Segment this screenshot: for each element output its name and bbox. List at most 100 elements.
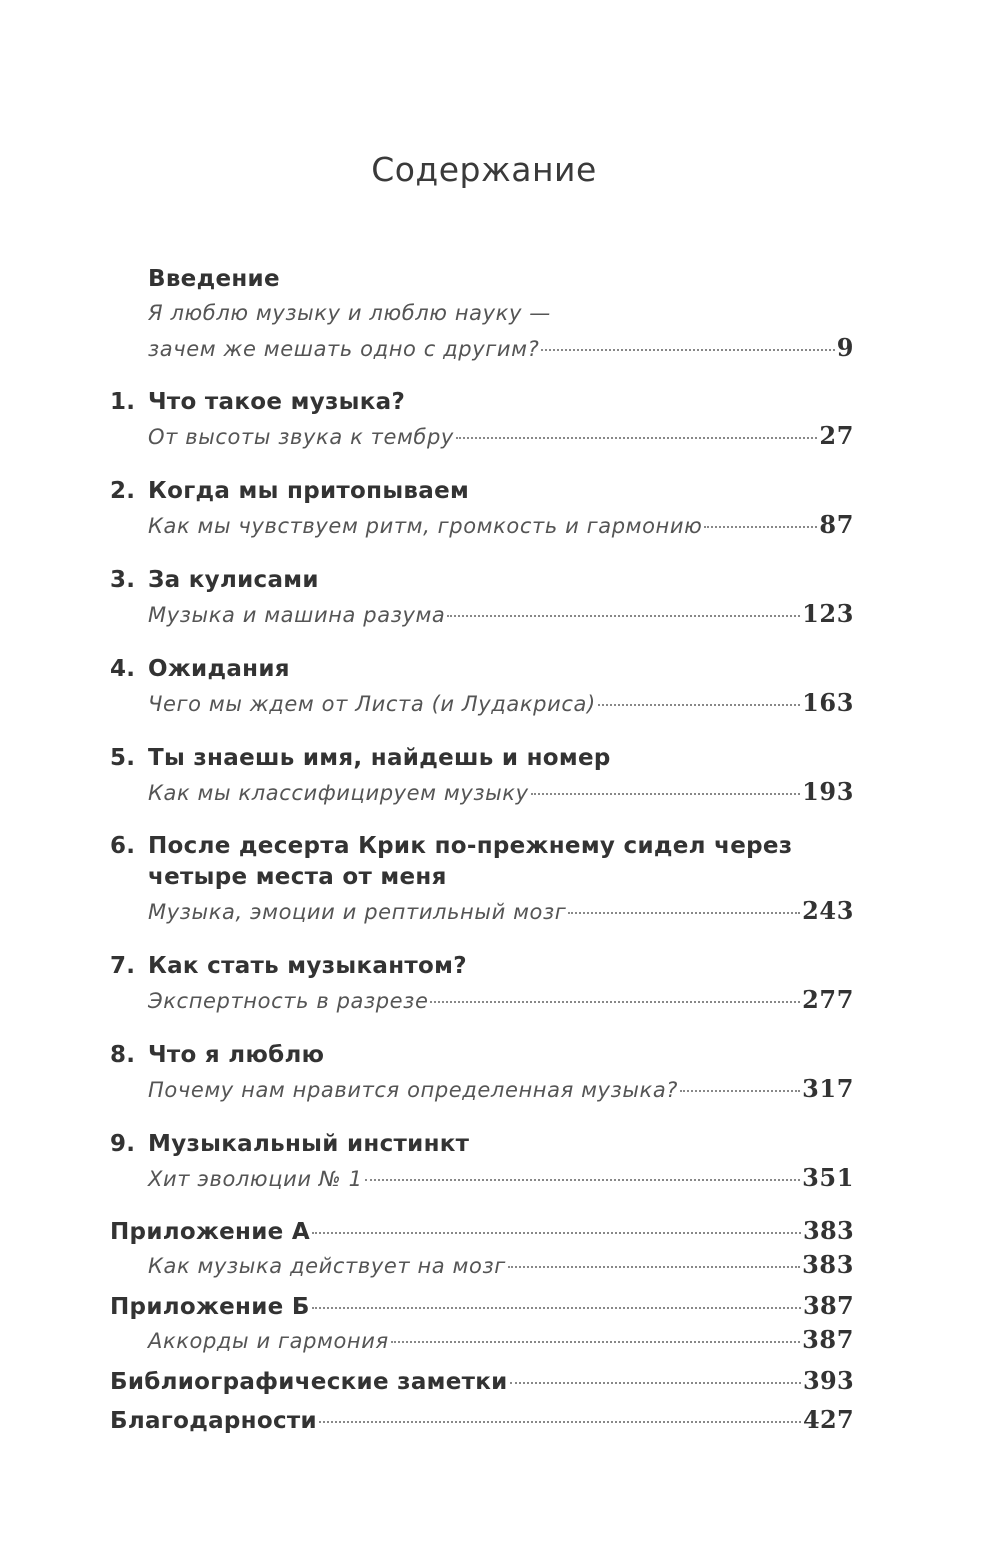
appendix-subtitle: Аккорды и гармония 387 [110,1322,854,1358]
chapter-subtitle: Почему нам нравится определенная музыка?… [110,1071,854,1107]
leader-dots [680,1090,801,1092]
subtitle-text: Как мы чувствуем ритм, громкость и гармо… [148,514,703,538]
page-number: 243 [802,896,854,925]
toc-entry[interactable]: 1. Что такое музыка? От высоты звука к тем… [110,386,854,454]
appendix-subtitle: Как музыка действует на мозг 383 [110,1247,854,1283]
leader-dots [364,1179,801,1181]
chapter-title: Когда мы притопываем [148,478,470,504]
appendix-heading[interactable]: Библиографические заметки 393 [110,1365,854,1397]
page-number: 9 [836,333,854,362]
chapter-heading[interactable]: Введение [110,263,854,295]
chapter-subtitle: Чего мы ждем от Листа (и Лудакриса) 163 [110,685,854,721]
toc-appendix[interactable]: Приложение А 383 Как музыка действует на м… [110,1215,854,1283]
toc-entry[interactable]: Введение Я люблю музыку и люблю науку — за… [110,263,854,364]
chapter-number: 6. [110,833,136,859]
leader-dots [509,1382,801,1384]
chapter-subtitle: Как мы чувствуем ритм, громкость и гармо… [110,507,854,543]
appendix-heading[interactable]: Приложение Б 387 [110,1290,854,1322]
page-number: 387 [802,1325,854,1354]
appendix-heading[interactable]: Приложение А 383 [110,1215,854,1247]
subtitle-text: Хит эволюции № 1 [148,1167,363,1191]
chapter-title: Введение [148,266,280,292]
subtitle-text: Чего мы ждем от Листа (и Лудакриса) [148,692,596,716]
page-number: 123 [802,599,854,628]
leader-dots [597,704,801,706]
chapter-heading[interactable]: 2. Когда мы притопываем [110,475,854,507]
table-of-contents: Введение Я люблю музыку и люблю науку — за… [110,263,854,1443]
chapter-heading[interactable]: 7. Как стать музыкантом? [110,950,854,982]
appendix-title: Библиографические заметки [110,1369,508,1395]
subtitle-text: Как музыка действует на мозг [148,1254,506,1278]
toc-appendix[interactable]: Благодарности 427 [110,1404,854,1436]
leader-dots [311,1232,801,1234]
chapter-number: 4. [110,656,136,682]
leader-dots [568,912,801,914]
chapter-subtitle: Экспертность в разрезе 277 [110,982,854,1018]
chapter-heading[interactable]: 6. После десерта Крик по-прежнему сидел ч… [110,831,854,893]
leader-dots [530,793,801,795]
chapter-heading[interactable]: 5. Ты знаешь имя, найдешь и номер [110,742,854,774]
leader-dots [704,526,818,528]
chapter-number: 2. [110,478,136,504]
page-number: 317 [802,1074,854,1103]
chapter-title: После десерта Крик по-прежнему сидел чер… [148,833,793,890]
leader-dots [430,1001,801,1003]
chapter-title: Что такое музыка? [148,389,406,415]
leader-dots [507,1266,801,1268]
page-number: 383 [802,1250,854,1279]
leader-dots [390,1341,801,1343]
appendix-heading[interactable]: Благодарности 427 [110,1404,854,1436]
chapter-number: 5. [110,745,136,771]
toc-entry[interactable]: 5. Ты знаешь имя, найдешь и номер Как мы к… [110,742,854,810]
chapter-subtitle: Хит эволюции № 1 351 [110,1160,854,1196]
chapter-subtitle: От высоты звука к тембру 27 [110,418,854,454]
page-title: Содержание [371,150,597,189]
appendix-title: Благодарности [110,1408,317,1434]
page-number: 387 [803,1291,854,1320]
chapter-title: За кулисами [148,567,319,593]
toc-entry[interactable]: 6. После десерта Крик по-прежнему сидел ч… [110,831,854,929]
subtitle-text: Экспертность в разрезе [148,989,429,1013]
toc-entry[interactable]: 8. Что я люблю Почему нам нравится определ… [110,1039,854,1107]
chapter-heading[interactable]: 8. Что я люблю [110,1039,854,1071]
chapter-number: 8. [110,1042,136,1068]
toc-entry[interactable]: 9. Музыкальный инстинкт Хит эволюции № 1 35… [110,1128,854,1196]
chapter-heading[interactable]: 1. Что такое музыка? [110,386,854,418]
page-number: 427 [803,1405,854,1434]
chapter-title: Как стать музыкантом? [148,953,467,979]
chapter-subtitle: Музыка и машина разума 123 [110,596,854,632]
page-number: 27 [819,421,854,450]
toc-entry[interactable]: 2. Когда мы притопываем Как мы чувствуем р… [110,475,854,543]
subtitle-text: От высоты звука к тембру [148,425,454,449]
chapter-title: Музыкальный инстинкт [148,1131,470,1157]
subtitle-text: зачем же мешать одно с другим? [148,337,540,361]
leader-dots [447,615,801,617]
chapter-number: 1. [110,389,136,415]
chapter-title: Ожидания [148,656,290,682]
appendix-title: Приложение Б [110,1294,310,1320]
chapter-heading[interactable]: 4. Ожидания [110,653,854,685]
page-number: 87 [819,510,854,539]
leader-dots [455,437,818,439]
chapter-heading[interactable]: 3. За кулисами [110,564,854,596]
toc-appendix[interactable]: Приложение Б 387 Аккорды и гармония 387 [110,1290,854,1358]
chapter-subtitle: зачем же мешать одно с другим? 9 [110,331,854,364]
appendix-title: Приложение А [110,1219,310,1245]
toc-entry[interactable]: 4. Ожидания Чего мы ждем от Листа (и Лудак… [110,653,854,721]
chapter-subtitle: Как мы классифицируем музыку 193 [110,774,854,810]
subtitle-text: Я люблю музыку и люблю науку — [148,301,551,325]
page-number: 383 [803,1216,854,1245]
page-number: 193 [802,777,854,806]
subtitle-text: Музыка и машина разума [148,603,446,627]
toc-entry[interactable]: 7. Как стать музыкантом? Экспертность в ра… [110,950,854,1018]
subtitle-text: Почему нам нравится определенная музыка? [148,1078,679,1102]
chapter-title: Что я люблю [148,1042,325,1068]
toc-appendix[interactable]: Библиографические заметки 393 [110,1365,854,1397]
page-number: 393 [803,1366,854,1395]
chapter-subtitle: Музыка, эмоции и рептильный мозг 243 [110,893,854,929]
chapter-heading[interactable]: 9. Музыкальный инстинкт [110,1128,854,1160]
leader-dots [311,1307,801,1309]
page-number: 163 [802,688,854,717]
toc-entry[interactable]: 3. За кулисами Музыка и машина разума 123 [110,564,854,632]
subtitle-text: Как мы классифицируем музыку [148,781,529,805]
